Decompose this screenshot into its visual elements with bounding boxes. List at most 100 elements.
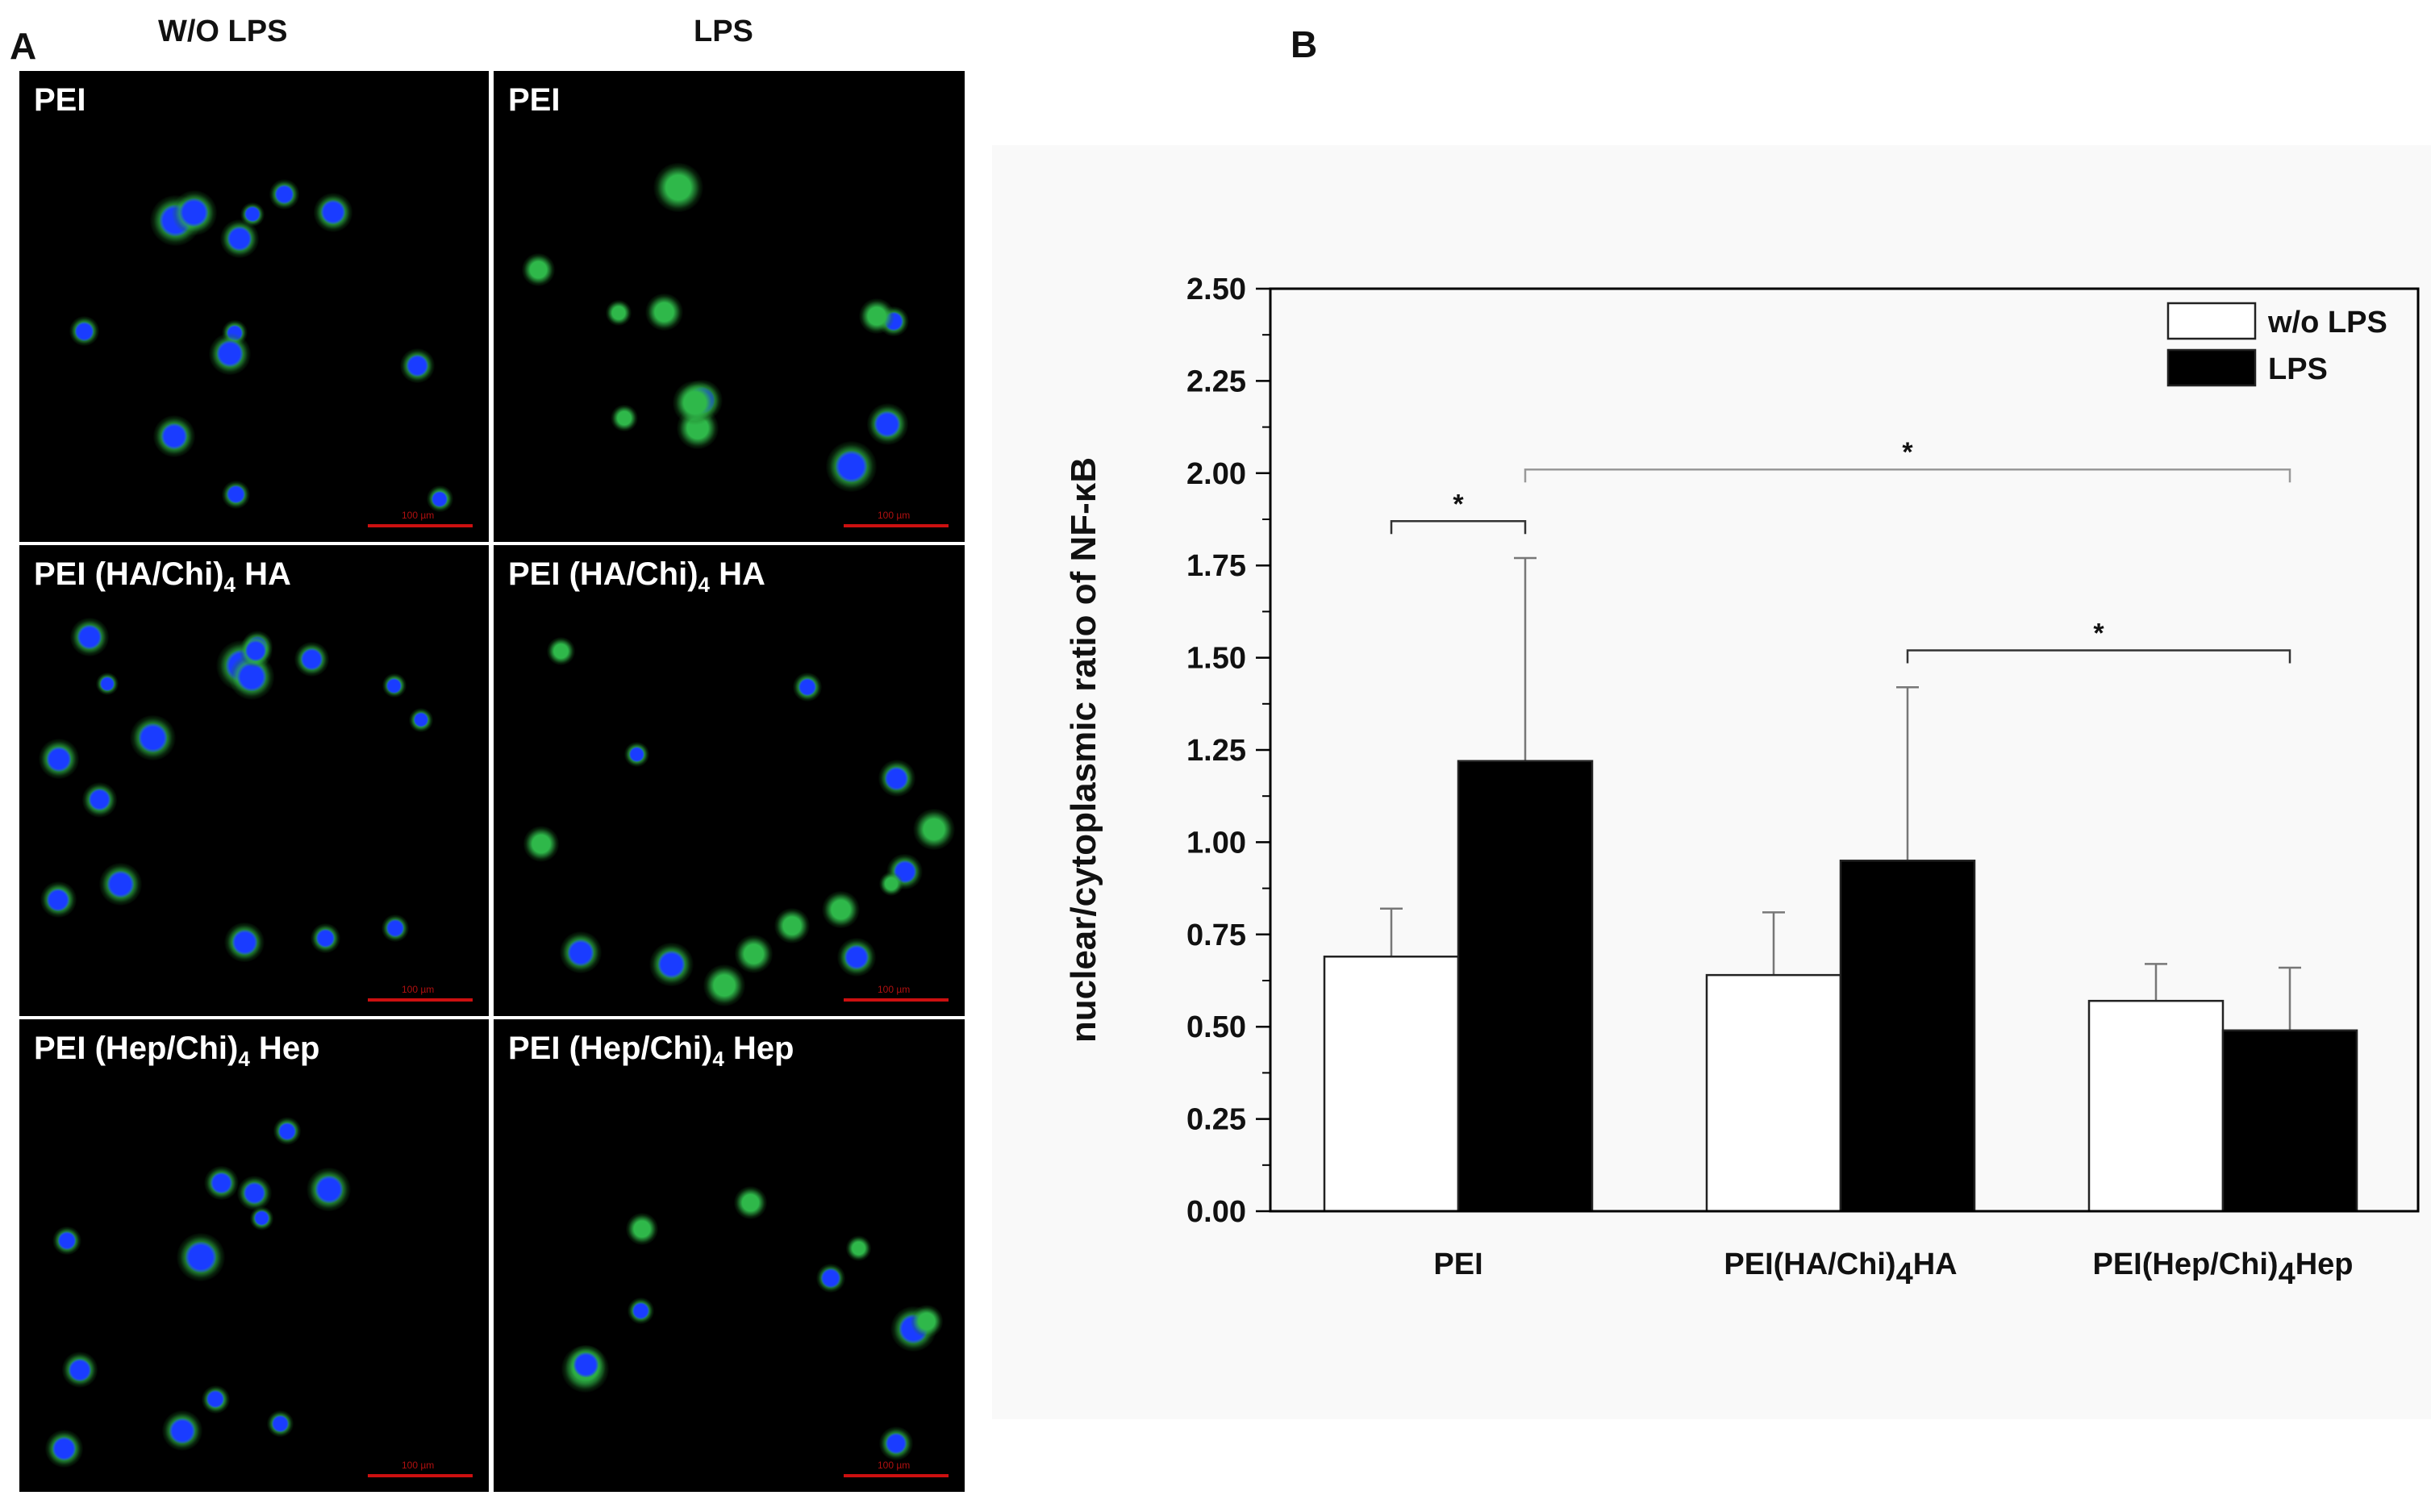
nucleus [77,625,102,650]
scale-bar [844,524,949,527]
cell [878,871,904,897]
column-header-lps: LPS [694,15,753,48]
x-category-label: PEI(Hep/Chi)4Hep [2092,1248,2353,1291]
nucleus [628,746,645,763]
nucleus [244,1181,266,1204]
nucleus [321,200,346,225]
nucleus [632,1302,649,1319]
cell [822,890,860,929]
cell [546,636,576,666]
cell [910,1305,944,1338]
nucleus [169,1418,195,1443]
scale-bar-label: 100 µm [402,510,435,521]
nucleus [567,939,594,966]
legend-swatch [2166,302,2257,340]
legend-label: LPS [2268,352,2328,386]
y-tick-label: 2.00 [1186,457,1246,491]
scale-bar [368,998,473,1002]
nucleus [107,870,135,898]
cell [626,1212,659,1245]
nucleus [75,322,94,341]
column-header-without-lps: W/O LPS [158,15,288,48]
micrograph-label: PEI (Hep/Chi)4 Hep [508,1031,794,1071]
nucleus [244,206,261,223]
panel-a-letter: A [10,25,37,67]
bar-w-o-lps [2087,999,2225,1213]
y-tick-label: 1.00 [1186,826,1246,860]
nucleus [573,1352,598,1377]
scale-bar [844,998,949,1002]
nucleus [874,410,901,437]
scale-bar-label: 100 µm [878,1460,911,1471]
nucleus [52,1436,77,1461]
nucleus [885,1432,907,1455]
nucleus [798,677,817,697]
nucleus [413,712,429,727]
cell [523,826,560,862]
y-tick-label: 0.25 [1186,1103,1246,1137]
significance-bracket [1390,520,1527,535]
significance-bracket [1524,468,2291,483]
nucleus [657,951,686,978]
bar-w-o-lps [1705,973,1842,1213]
nucleus [227,227,252,252]
nucleus [138,723,168,752]
scale-bar-label: 100 µm [878,984,911,995]
cell [734,935,773,973]
y-tick-label: 0.50 [1186,1010,1246,1044]
x-category-label: PEI(HA/Chi)4HA [1724,1248,1957,1291]
y-axis-label: nuclear/cytoplasmic ratio of NF-κB [1064,457,1103,1043]
significance-marker: * [1453,489,1464,519]
cell [703,964,746,1006]
nucleus [885,766,909,790]
y-tick-label: 1.25 [1186,734,1246,768]
nucleus [47,888,70,911]
scale-bar [844,1474,949,1477]
nucleus [821,1268,840,1288]
nucleus [161,423,188,450]
cell [673,381,717,426]
bar-w-o-lps [1323,956,1460,1213]
cell [611,404,638,432]
micrograph-label: PEI (HA/Chi)4 HA [508,556,765,597]
nucleus [99,677,115,692]
micrograph-row1-without-lps: PEI 100 µm [19,71,489,542]
cell [913,808,956,851]
scale-bar [368,1474,473,1477]
nucleus [46,746,72,772]
cell [521,252,555,287]
significance-marker: * [2093,618,2104,648]
cell [734,1185,768,1219]
y-tick-label: 0.00 [1186,1195,1246,1229]
micrograph-row3-without-lps: PEI (Hep/Chi)4 Hep 100 µm [19,1019,489,1492]
cell [653,162,703,213]
y-tick-label: 1.50 [1186,642,1246,676]
micrograph-label: PEI [34,82,86,118]
nucleus [69,1358,92,1381]
nucleus [844,945,869,970]
x-category-label: PEI [1433,1248,1482,1281]
nucleus [315,1175,343,1204]
nucleus [406,354,428,377]
scale-bar [368,524,473,527]
nucleus [431,490,448,508]
nucleus [216,340,244,368]
nucleus [58,1231,77,1250]
cell [645,293,683,331]
nucleus [227,485,245,504]
cell [774,907,811,944]
panel-b-letter: B [1291,23,1318,65]
cell [858,298,894,335]
scale-bar-label: 100 µm [402,984,435,995]
nucleus [88,789,110,811]
nucleus [254,1210,269,1227]
nucleus [836,451,868,483]
nucleus [211,1172,232,1194]
micrograph-label: PEI [508,82,561,118]
cell [606,299,632,326]
nucleus [386,677,402,694]
micrograph-label: PEI (HA/Chi)4 HA [34,556,291,597]
micrograph-row2-without-lps: PEI (HA/Chi)4 HA 100 µm [19,545,489,1016]
cell [845,1235,872,1261]
